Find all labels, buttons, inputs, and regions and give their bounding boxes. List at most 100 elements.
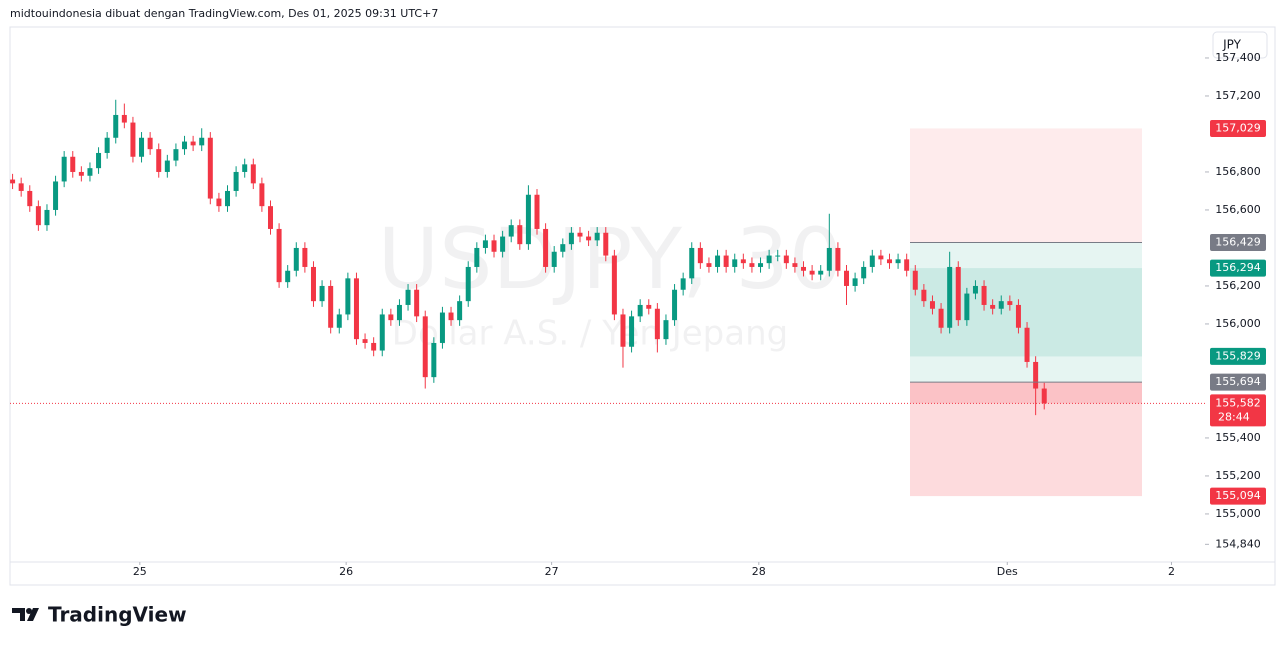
candle-body [491, 240, 497, 252]
candle-body [362, 339, 368, 343]
candle-body [517, 225, 523, 245]
y-tick-label: 154,840 [1215, 537, 1261, 550]
candle-body [207, 137, 213, 199]
candle-body [139, 137, 145, 157]
candle-body [156, 149, 162, 172]
candle-body [371, 342, 377, 351]
candle-body [405, 289, 411, 305]
candle-body [680, 278, 686, 290]
candle-body [44, 209, 50, 226]
price-label-box [1210, 119, 1266, 137]
candle-body [267, 206, 273, 229]
price-label-box [1210, 394, 1266, 427]
y-tick-label: 157,400 [1215, 51, 1261, 64]
candle-body [225, 190, 231, 207]
y-tick-label: 156,200 [1215, 279, 1261, 292]
candle-body [113, 114, 119, 138]
price-label-box [1210, 233, 1266, 251]
candle-body [998, 301, 1004, 309]
candle-body [775, 255, 781, 257]
candle-body [792, 263, 798, 267]
candle-body [525, 194, 531, 245]
candle-body [947, 266, 953, 328]
candle-body [551, 251, 557, 267]
x-tick-label: 25 [133, 565, 147, 578]
candle-body [439, 312, 445, 343]
x-tick-label: 2 [1168, 565, 1175, 578]
candle-body [482, 240, 488, 248]
zone [910, 382, 1142, 404]
candle-body [706, 263, 712, 267]
candle-body [981, 285, 987, 305]
price-label: 155,829 [1215, 349, 1261, 362]
currency-button[interactable] [1212, 31, 1268, 59]
candle-body [697, 247, 703, 264]
y-tick-label: 156,800 [1215, 165, 1261, 178]
candle-body [182, 141, 188, 150]
countdown: 28:44 [1218, 410, 1250, 423]
candle-body [809, 270, 815, 275]
candle-body [663, 320, 669, 340]
candle-body [568, 232, 574, 245]
candle-body [637, 304, 643, 317]
candle-body [474, 247, 480, 267]
candle-body [1024, 327, 1030, 362]
candle-body [173, 149, 179, 161]
candle-body [749, 263, 755, 267]
x-tick-label: 28 [752, 565, 766, 578]
candle-body [96, 152, 102, 169]
currency: JPY [1222, 38, 1242, 52]
price-label: 155,582 [1215, 396, 1261, 409]
candle-body [388, 314, 394, 321]
candle-body [233, 171, 239, 191]
candle-body [61, 156, 67, 182]
candle-body [904, 259, 910, 271]
candle-body [147, 137, 153, 150]
candle-body [543, 228, 549, 267]
candle-body [654, 308, 660, 340]
y-tick-label: 155,200 [1215, 469, 1261, 482]
candle-body [457, 301, 463, 321]
candle-body [672, 289, 678, 321]
watermark-subtitle: Dollar A.S. / Yen Jepang [392, 314, 788, 354]
candle-body [912, 270, 918, 290]
logo-icon [12, 608, 39, 621]
candle-body [259, 183, 265, 207]
watermark-symbol: USDJPY, 30 [378, 210, 843, 308]
candle-body [199, 137, 205, 146]
candle-body [508, 225, 514, 237]
candle-body [534, 194, 540, 229]
candle-body [1007, 301, 1013, 305]
candle-body [715, 255, 721, 267]
y-tick-label: 156,000 [1215, 317, 1261, 330]
candle-body [396, 304, 402, 321]
price-label: 157,029 [1215, 121, 1261, 134]
candle-body [732, 259, 738, 267]
candle-body [723, 255, 729, 267]
candle-body [560, 244, 566, 252]
candle-body [130, 122, 136, 157]
candle-body [835, 247, 841, 271]
candle-body [310, 266, 316, 302]
y-tick-label: 155,000 [1215, 507, 1261, 520]
candle-body [861, 266, 867, 279]
price-label: 156,294 [1215, 261, 1261, 274]
candle-body [921, 289, 927, 302]
candle-body [964, 293, 970, 321]
candle-body [972, 285, 978, 294]
candle-body [1015, 304, 1021, 328]
candle-body [104, 137, 110, 153]
candle-body [345, 278, 351, 315]
candle-body [990, 304, 996, 309]
candle-body [242, 164, 248, 172]
logo-dot [26, 608, 32, 614]
brand: TradingView [48, 603, 187, 627]
candle-body [164, 160, 170, 172]
candle-body [646, 304, 652, 309]
candle-body [87, 168, 93, 176]
candle-body [70, 156, 76, 172]
candle-body [422, 316, 428, 378]
candle-body [740, 259, 746, 264]
price-label-box [1210, 373, 1266, 391]
